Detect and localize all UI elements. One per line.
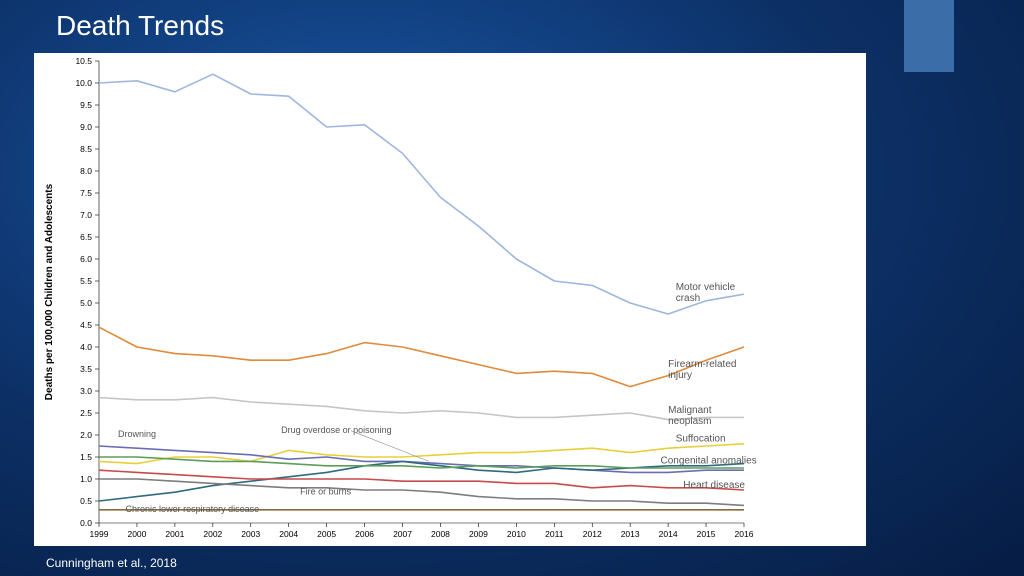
svg-text:2008: 2008 <box>431 529 450 539</box>
svg-text:Malignant: Malignant <box>668 405 712 416</box>
svg-text:2011: 2011 <box>545 529 564 539</box>
svg-text:5.0: 5.0 <box>80 298 92 308</box>
series-fire-or-burns <box>99 479 744 505</box>
svg-text:2013: 2013 <box>621 529 640 539</box>
svg-text:2007: 2007 <box>393 529 412 539</box>
svg-text:3.5: 3.5 <box>80 364 92 374</box>
svg-text:2.5: 2.5 <box>80 408 92 418</box>
slide-title: Death Trends <box>56 10 224 42</box>
svg-text:neoplasm: neoplasm <box>668 416 711 427</box>
series-motor-vehicle-crash <box>99 74 744 314</box>
svg-text:10.0: 10.0 <box>75 78 92 88</box>
svg-text:Heart disease: Heart disease <box>683 480 745 491</box>
svg-text:2000: 2000 <box>127 529 146 539</box>
svg-text:2015: 2015 <box>697 529 716 539</box>
svg-text:Deaths per 100,000 Children an: Deaths per 100,000 Children and Adolesce… <box>44 183 55 400</box>
svg-text:10.5: 10.5 <box>75 56 92 66</box>
svg-text:6.5: 6.5 <box>80 232 92 242</box>
svg-text:4.5: 4.5 <box>80 320 92 330</box>
svg-text:1999: 1999 <box>90 529 109 539</box>
svg-text:2001: 2001 <box>165 529 184 539</box>
series-firearm-related-injury <box>99 327 744 386</box>
svg-text:1.5: 1.5 <box>80 452 92 462</box>
svg-text:2002: 2002 <box>203 529 222 539</box>
svg-text:9.5: 9.5 <box>80 100 92 110</box>
chart-container: 0.0 0.5 1.0 1.5 2.0 2.5 3.0 3.5 4.0 4.5 5.0 5.5 6.0 6… <box>34 53 866 546</box>
svg-text:Fire or burns: Fire or burns <box>300 486 352 496</box>
svg-text:6.0: 6.0 <box>80 254 92 264</box>
svg-text:2010: 2010 <box>507 529 526 539</box>
svg-text:Drowning: Drowning <box>118 429 156 439</box>
svg-text:2003: 2003 <box>241 529 260 539</box>
svg-text:Congenital anomalies: Congenital anomalies <box>661 456 757 467</box>
svg-text:3.0: 3.0 <box>80 386 92 396</box>
slide: Death Trends 0.0 0.5 1.0 1.5 2.0 2.5 3.0 3.5 4.0… <box>0 0 1024 576</box>
svg-text:2016: 2016 <box>735 529 754 539</box>
svg-text:Chronic lower respiratory dise: Chronic lower respiratory disease <box>126 504 260 514</box>
svg-text:Drug overdose or poisoning: Drug overdose or poisoning <box>281 425 392 435</box>
citation-text: Cunningham et al., 2018 <box>46 556 177 570</box>
svg-text:8.0: 8.0 <box>80 166 92 176</box>
series-malignant-neoplasm <box>99 398 744 420</box>
svg-text:2012: 2012 <box>583 529 602 539</box>
svg-text:Motor vehicle: Motor vehicle <box>676 282 736 293</box>
svg-text:2009: 2009 <box>469 529 488 539</box>
svg-text:9.0: 9.0 <box>80 122 92 132</box>
svg-text:Firearm-related: Firearm-related <box>668 359 736 370</box>
svg-text:4.0: 4.0 <box>80 342 92 352</box>
svg-text:2006: 2006 <box>355 529 374 539</box>
svg-text:Suffocation: Suffocation <box>676 434 726 445</box>
svg-text:0.5: 0.5 <box>80 496 92 506</box>
svg-text:0.0: 0.0 <box>80 518 92 528</box>
svg-text:2.0: 2.0 <box>80 430 92 440</box>
svg-text:crash: crash <box>676 293 700 304</box>
svg-text:injury: injury <box>668 370 692 381</box>
svg-text:2005: 2005 <box>317 529 336 539</box>
svg-text:1.0: 1.0 <box>80 474 92 484</box>
svg-text:5.5: 5.5 <box>80 276 92 286</box>
svg-text:2004: 2004 <box>279 529 298 539</box>
accent-tab <box>904 0 954 72</box>
line-chart: 0.0 0.5 1.0 1.5 2.0 2.5 3.0 3.5 4.0 4.5 5.0 5.5 6.0 6… <box>34 53 866 546</box>
svg-text:2014: 2014 <box>659 529 678 539</box>
svg-text:7.5: 7.5 <box>80 188 92 198</box>
svg-text:8.5: 8.5 <box>80 144 92 154</box>
svg-text:7.0: 7.0 <box>80 210 92 220</box>
